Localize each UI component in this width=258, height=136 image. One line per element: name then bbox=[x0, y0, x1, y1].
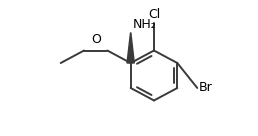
Text: Cl: Cl bbox=[148, 8, 160, 21]
Text: NH₂: NH₂ bbox=[133, 18, 157, 31]
Text: Br: Br bbox=[199, 81, 213, 95]
Polygon shape bbox=[127, 33, 134, 63]
Text: O: O bbox=[91, 33, 101, 46]
